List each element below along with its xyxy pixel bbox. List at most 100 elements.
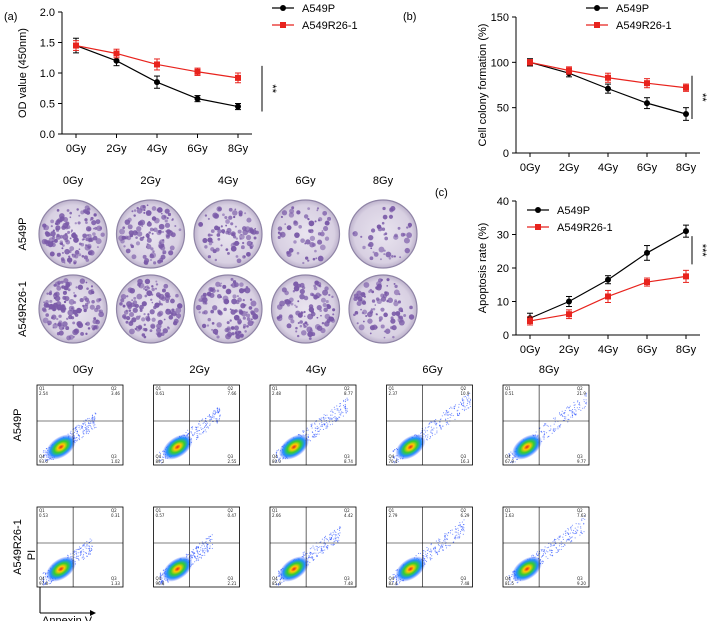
colony [161,214,167,220]
colony [317,255,324,262]
colony [386,278,390,282]
flow-event [337,408,339,410]
colony [133,214,136,217]
flow-event [309,561,311,563]
flow-event [438,545,440,547]
colony [129,233,134,238]
flow-event [277,583,279,585]
flow-event [396,582,398,585]
flow-event [276,579,278,581]
colony [64,248,70,255]
flow-event [322,552,325,554]
colony [96,225,103,232]
x-tick-label: 4Gy [598,162,619,174]
flow-event [213,410,215,412]
colony [56,317,59,321]
colony [332,313,335,316]
flow-event [559,536,561,538]
flow-event [346,397,348,399]
colony [48,308,50,311]
flow-event [194,426,197,428]
flow-event [77,555,79,557]
flow-event [440,427,442,429]
flow-event [189,554,192,556]
flow-event [397,459,399,461]
flow-event [571,540,573,542]
colony [292,290,296,293]
colony [43,227,46,230]
flow-event [441,545,443,547]
flow-event [200,547,202,549]
quadrant-label: Q1 [272,508,278,513]
colony [309,327,313,331]
colony [378,246,385,253]
flow-event [444,534,446,536]
flow-event [160,583,162,585]
flow-event [445,419,447,421]
flow-event [339,405,341,407]
flow-event [461,521,463,523]
flow-event [578,403,580,405]
flow-event [434,551,436,553]
flow-event [447,414,449,416]
colony [67,288,71,292]
flow-event [89,538,91,540]
flow-event [87,423,89,425]
flow-event [551,545,553,547]
colony [230,309,236,315]
flow-event [313,436,315,439]
flow-event [543,550,545,552]
colony [309,329,314,334]
flow-event [459,526,461,528]
flow-event [462,402,464,404]
flow-event [550,543,552,545]
flow-event [206,546,208,549]
colony [153,261,157,265]
colony [253,236,257,240]
colony [219,295,223,299]
flow-event [567,533,569,536]
colony [92,232,96,236]
flow-event [161,462,163,464]
colony [310,310,315,314]
colony [75,286,78,289]
colony [288,212,295,218]
quadrant-value: 85.4 [272,581,281,586]
colony [316,281,322,287]
flow-event [322,428,325,430]
y-tick-label: 10 [497,297,509,309]
quadrant-label: Q2 [228,508,234,513]
flow-event [467,401,469,403]
colony [175,293,179,298]
colony [137,282,142,287]
flow-event [42,572,44,574]
flow-event [276,451,278,453]
colony [308,304,314,309]
flow-event [448,423,450,425]
flow-event [447,544,449,546]
flow-event [425,561,428,563]
flow-event [573,404,575,406]
colony [370,247,373,250]
flow-event [332,544,334,546]
colony [146,237,152,243]
colony [61,285,64,289]
flow-event [315,552,317,554]
flow-event [323,541,325,543]
colony [62,222,69,229]
flow-event [320,541,322,543]
flow-event [571,410,573,412]
colony [55,225,61,231]
colony [128,309,132,312]
quadrant-label: Q1 [389,386,395,391]
quadrant-label: Q2 [577,508,583,513]
flow-event [89,552,91,554]
colony [98,298,102,302]
colony [77,221,81,225]
flow-event [331,535,333,537]
colony [222,284,227,289]
colony [245,313,251,318]
flow-event [46,456,48,458]
flow-event [511,461,513,463]
flow-event [547,557,549,559]
